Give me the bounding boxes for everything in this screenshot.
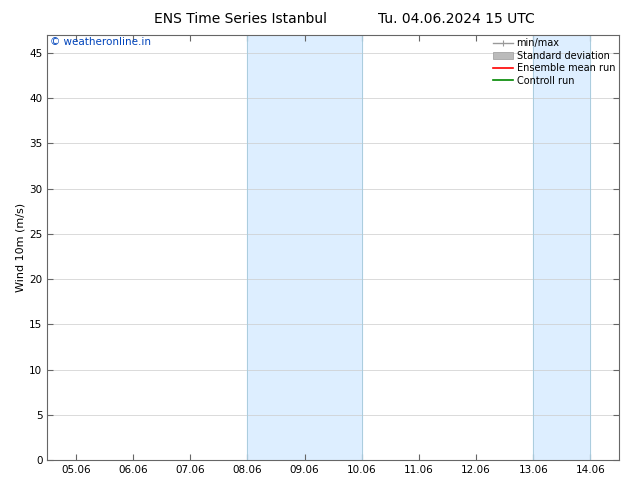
Y-axis label: Wind 10m (m/s): Wind 10m (m/s): [15, 203, 25, 292]
Text: ENS Time Series Istanbul: ENS Time Series Istanbul: [155, 12, 327, 26]
Legend: min/max, Standard deviation, Ensemble mean run, Controll run: min/max, Standard deviation, Ensemble me…: [491, 37, 617, 88]
Bar: [533, 35, 590, 460]
Text: © weatheronline.in: © weatheronline.in: [50, 37, 151, 47]
Bar: [247, 35, 362, 460]
Text: Tu. 04.06.2024 15 UTC: Tu. 04.06.2024 15 UTC: [378, 12, 535, 26]
